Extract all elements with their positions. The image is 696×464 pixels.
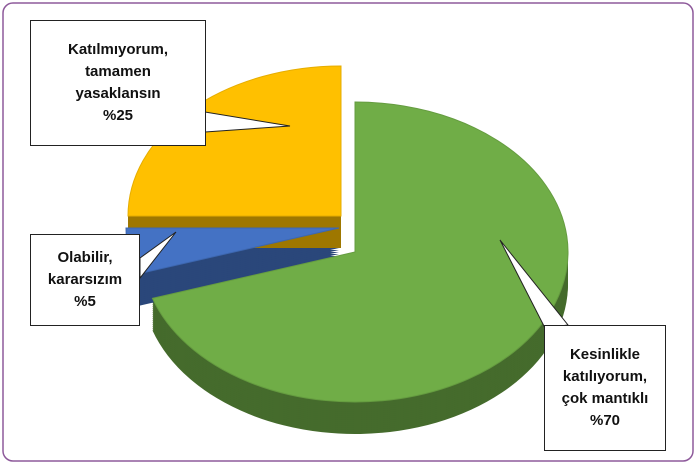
value-label: %70 bbox=[589, 412, 621, 429]
callout-pointer bbox=[139, 231, 177, 280]
slice bbox=[151, 101, 569, 403]
callout: Katılmıyorum, tamamen yasaklansın %25 bbox=[30, 20, 206, 146]
value-label: %25 bbox=[102, 107, 134, 124]
category-label: Katılmıyorum, tamamen yasaklansın bbox=[67, 41, 169, 102]
callout: Olabilir, kararsızım %5 bbox=[30, 234, 140, 326]
pie bbox=[125, 65, 569, 434]
category-label: Olabilir, kararsızım bbox=[47, 249, 123, 288]
value-label: %5 bbox=[74, 293, 96, 310]
callout: Kesinlikle katılıyorum, çok mantıklı %70 bbox=[544, 325, 666, 451]
category-label: Kesinlikle katılıyorum, çok mantıklı bbox=[561, 346, 649, 407]
